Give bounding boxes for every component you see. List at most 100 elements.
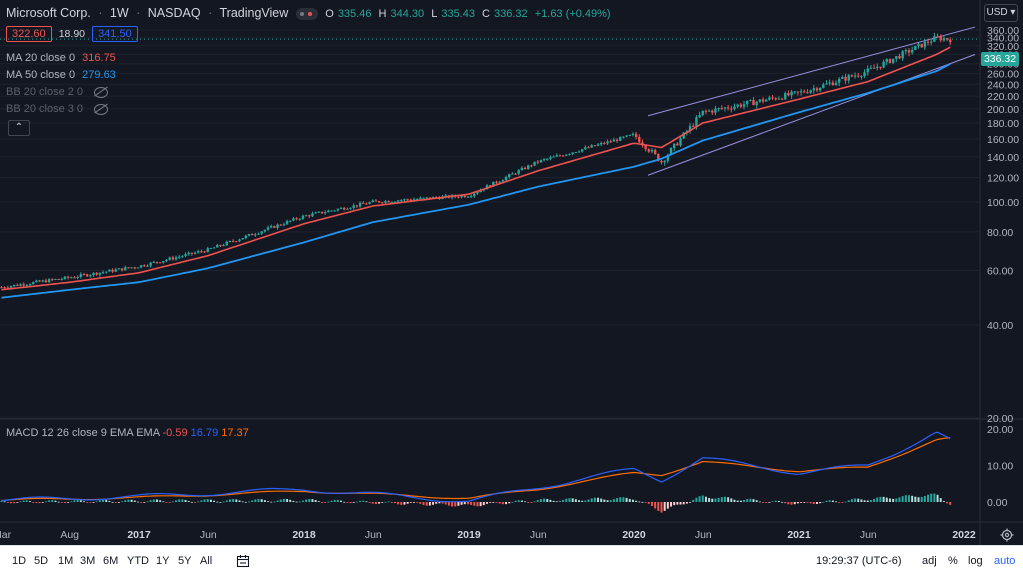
timeframe-5y[interactable]: 5Y [178,555,192,567]
timeframe-all[interactable]: All [200,555,213,567]
macd-hist-bar [60,502,63,503]
candle-body [701,110,704,116]
indicator-label: BB 20 close 3 0 [6,103,84,115]
buy-button[interactable]: 341.50 [92,26,138,42]
macd-hist-bar [254,499,257,502]
macd-hist-bar [746,499,749,502]
candle-body [755,101,758,106]
timeframe-1y[interactable]: 1Y [156,555,170,567]
currency-dropdown[interactable]: USD ▾ [984,4,1018,22]
interval[interactable]: 1W [109,6,129,20]
candle-body [32,282,35,285]
candle-body [634,133,638,137]
symbol-name[interactable]: Microsoft Corp. [6,6,91,20]
date-range-calendar-icon[interactable] [236,554,250,568]
macd-hist-bar [57,501,60,503]
time-tick-label: 2020 [622,529,646,541]
macd-hist-bar [663,502,666,511]
candle-body [771,97,774,99]
macd-hist-bar [857,498,860,502]
candle-body [301,215,305,219]
candle-body [511,173,514,175]
candle-body [866,68,869,73]
price-chart[interactable]: 360.00340.00320.00300.00280.00260.00240.… [0,0,1023,545]
macd-hist-bar [822,501,825,503]
chart-area[interactable] [0,0,1023,545]
auto-toggle[interactable]: auto [994,555,1016,567]
macd-hist-bar [749,498,752,502]
adj-toggle[interactable]: adj [922,555,937,567]
candle-body [749,99,752,101]
timeframe-1m[interactable]: 1M [58,555,74,567]
candle-body [381,202,384,204]
candle-body [390,201,393,203]
macd-hist-bar [723,496,726,502]
candle-body [35,280,38,283]
candle-body [844,76,847,81]
indicator-ma20[interactable]: MA 20 close 0 316.75 [6,52,120,64]
order-pills: 322.60 18.90 341.50 [6,26,142,42]
candle-body [917,43,920,46]
macd-hist-bar [654,502,657,509]
candle-body [352,205,355,208]
candle-body [212,247,216,249]
indicator-ma50[interactable]: MA 50 close 0 279.63 [6,69,120,81]
clock[interactable]: 19:29:37 (UTC-6) [816,555,902,567]
macd-histogram [0,493,952,513]
macd-hist-bar [108,500,111,502]
candle-body [415,198,419,200]
timeframe-1d[interactable]: 1D [12,555,27,567]
macd-hist-bar [105,500,108,502]
candle-body [904,50,908,52]
candle-body [711,110,714,113]
price-tick-label: 60.00 [987,266,1013,278]
candle-body [460,195,463,198]
macd-hist-bar [514,500,517,502]
macd-hist-bar [83,501,85,503]
candle-body [276,224,279,228]
macd-hist-bar [228,499,231,502]
candle-body [368,202,371,204]
indicator-bb20-2[interactable]: BB 20 close 2 0 [6,86,112,98]
indicator-bb20-3[interactable]: BB 20 close 3 0 [6,103,112,115]
macd-hist-bar [949,502,952,505]
hidden-eye-icon[interactable] [94,86,109,98]
candle-body [250,234,254,236]
hidden-eye-icon[interactable] [94,103,109,115]
log-toggle[interactable]: log [968,555,983,567]
timeframe-3m[interactable]: 3M [80,555,96,567]
macd-hist-bar [270,501,273,503]
candle-body [149,262,152,266]
macd-hist-bar [438,502,441,504]
timeframe-5d[interactable]: 5D [34,555,49,567]
macd-hist-bar [895,498,898,502]
candle-body [70,277,73,279]
candle-body [238,239,241,242]
candle-body [371,200,374,203]
macd-hist-bar [19,501,22,503]
candle-body [784,93,787,100]
candle-body [235,241,238,243]
candle-body [606,141,609,144]
macd-value: 16.79 [190,427,219,439]
timeframe-6m[interactable]: 6M [103,555,119,567]
settings-gear-icon[interactable] [1000,528,1014,542]
candle-body [837,78,841,83]
candle-body [891,58,895,63]
sell-button[interactable]: 322.60 [6,26,52,42]
candle-body [625,135,628,137]
macd-hist-bar [384,501,387,503]
candle-body [108,269,111,272]
candle-body [561,155,565,157]
candle-body [377,201,381,203]
collapse-legend-button[interactable]: ⌃ [8,120,30,136]
macd-hist-bar [612,499,615,502]
candle-body [847,75,850,81]
percent-toggle[interactable]: % [948,555,958,567]
candle-body [926,41,930,43]
timeframe-ytd[interactable]: YTD [127,555,149,567]
macd-legend[interactable]: MACD 12 26 close 9 EMA EMA -0.59 16.79 1… [6,427,249,439]
candle-body [923,41,927,48]
macd-hist-bar [692,499,695,502]
candle-body [688,125,692,132]
